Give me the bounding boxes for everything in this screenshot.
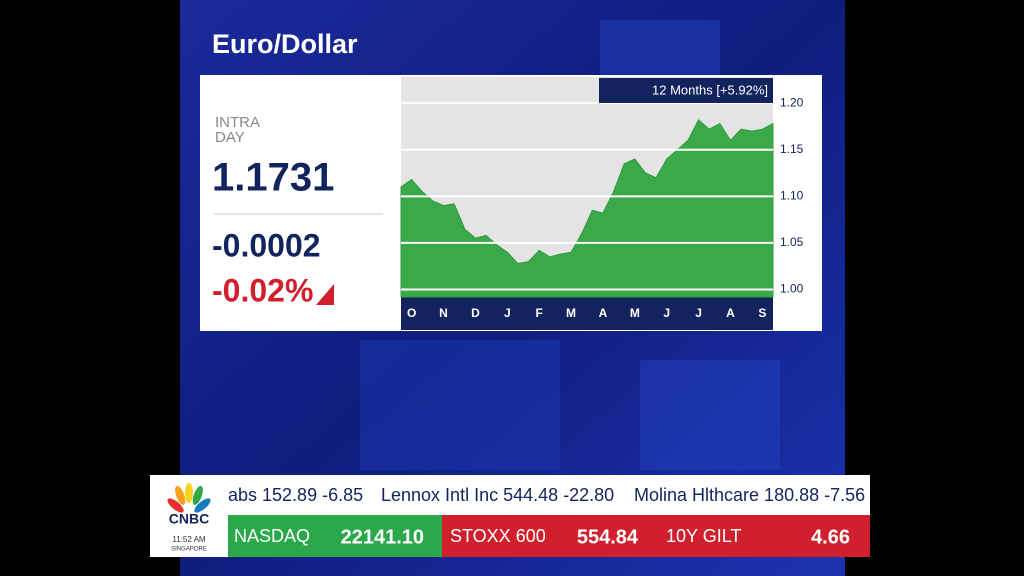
logo-city: SINGAPORE <box>171 547 207 553</box>
logo-brand: CNBC <box>169 511 209 527</box>
title: Euro/Dollar <box>212 29 358 59</box>
ticker-value: 554.84 <box>577 526 639 548</box>
ticker-top <box>150 475 870 515</box>
y-tick-label: 1.00 <box>780 282 804 296</box>
x-tick-label: D <box>471 306 480 320</box>
ticker-value: 22141.10 <box>341 526 424 548</box>
header-box <box>599 78 773 103</box>
area <box>400 119 774 298</box>
y-tick-label: 1.05 <box>780 235 804 249</box>
logo-time: 11:52 AM <box>172 535 206 544</box>
x-tick-label: A <box>599 306 608 320</box>
chart-header: 12 Months [+5.92%] <box>652 82 768 97</box>
x-tick-label: N <box>439 306 448 320</box>
ticker-cell <box>442 515 658 557</box>
y-tick-label: 1.10 <box>780 188 804 202</box>
x-tick-label: S <box>758 306 766 320</box>
ticker-name: STOXX 600 <box>450 526 546 546</box>
quote-change-pct: -0.02% <box>212 272 313 308</box>
quote-label: INTRA <box>215 114 260 131</box>
peacock <box>167 483 211 513</box>
x-tick-label: F <box>535 306 542 320</box>
decor <box>360 340 560 470</box>
quote-change: -0.0002 <box>212 227 321 263</box>
x-tick-label: J <box>695 306 702 320</box>
down-arrow <box>316 284 334 305</box>
x-tick-label: O <box>407 306 416 320</box>
y-tick-label: 1.15 <box>780 142 804 156</box>
x-tick-label: A <box>726 306 735 320</box>
ticker-item: Lennox Intl Inc 544.48 -22.80 <box>381 485 614 505</box>
y-tick-label: 1.20 <box>780 95 804 109</box>
x-tick-label: J <box>504 306 511 320</box>
x-tick-label: M <box>566 306 576 320</box>
ticker-name: 10Y GILT <box>666 526 741 546</box>
quote-price: 1.1731 <box>212 156 334 200</box>
decor <box>600 20 720 80</box>
ticker-name: NASDAQ <box>234 526 310 546</box>
x-tick-label: J <box>663 306 670 320</box>
ticker-item: Molina Hlthcare 180.88 -7.56 <box>634 485 865 505</box>
x-tick-label: M <box>630 306 640 320</box>
quote-label: DAY <box>215 129 245 146</box>
ticker-value: 4.66 <box>811 526 850 548</box>
ticker-item: abs 152.89 -6.85 <box>228 485 363 505</box>
x-axis-band <box>401 297 773 330</box>
ticker-cell <box>658 515 870 557</box>
decor <box>640 360 780 470</box>
ticker-cell <box>228 515 442 557</box>
